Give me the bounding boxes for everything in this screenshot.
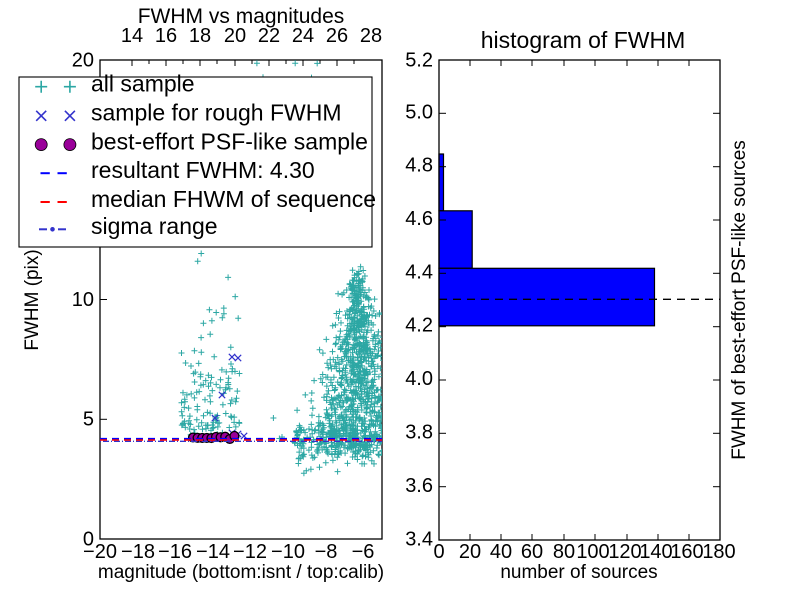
svg-text:20: 20	[72, 50, 94, 72]
svg-text:28: 28	[360, 25, 382, 47]
svg-text:3.6: 3.6	[405, 475, 433, 497]
svg-text:histogram of FWHM: histogram of FWHM	[481, 27, 685, 53]
svg-text:80: 80	[553, 541, 575, 563]
svg-text:resultant FWHM: 4.30: resultant FWHM: 4.30	[91, 157, 315, 183]
svg-text:median FHWM of sequence: median FHWM of sequence	[91, 186, 376, 212]
svg-text:3.4: 3.4	[405, 529, 433, 551]
svg-text:180: 180	[702, 541, 735, 563]
svg-text:−14: −14	[196, 541, 230, 563]
svg-text:3.8: 3.8	[405, 422, 433, 444]
svg-text:16: 16	[155, 25, 177, 47]
svg-text:all sample: all sample	[91, 71, 195, 97]
svg-text:5: 5	[83, 409, 94, 431]
svg-text:24: 24	[292, 25, 314, 47]
svg-text:22: 22	[258, 25, 280, 47]
svg-text:4.4: 4.4	[405, 261, 433, 283]
svg-text:FWHM of best-effort PSF-like s: FWHM of best-effort PSF-like sources	[729, 140, 750, 460]
svg-text:20: 20	[224, 25, 246, 47]
svg-text:60: 60	[521, 541, 543, 563]
svg-text:18: 18	[189, 25, 211, 47]
svg-text:−18: −18	[121, 541, 155, 563]
svg-text:−20: −20	[83, 541, 117, 563]
svg-text:4.6: 4.6	[405, 208, 433, 230]
svg-text:−6: −6	[352, 541, 375, 563]
svg-text:40: 40	[490, 541, 512, 563]
svg-text:4.2: 4.2	[405, 315, 433, 337]
svg-text:120: 120	[608, 541, 641, 563]
svg-text:20: 20	[459, 541, 481, 563]
svg-text:FWHM (pix): FWHM (pix)	[22, 249, 43, 350]
svg-text:100: 100	[576, 541, 609, 563]
svg-text:5.2: 5.2	[405, 50, 433, 72]
svg-text:−8: −8	[315, 541, 338, 563]
svg-text:10: 10	[72, 289, 94, 311]
svg-text:−16: −16	[158, 541, 192, 563]
svg-text:160: 160	[670, 541, 703, 563]
svg-text:sample for rough FWHM: sample for rough FWHM	[91, 100, 342, 126]
svg-text:140: 140	[639, 541, 672, 563]
svg-text:best-effort PSF-like sample: best-effort PSF-like sample	[91, 128, 368, 154]
svg-text:5.0: 5.0	[405, 101, 433, 123]
svg-text:0: 0	[433, 541, 444, 563]
svg-text:number of sources: number of sources	[500, 562, 657, 583]
svg-text:4.8: 4.8	[405, 155, 433, 177]
svg-text:14: 14	[121, 25, 143, 47]
svg-text:26: 26	[326, 25, 348, 47]
svg-text:4.0: 4.0	[405, 368, 433, 390]
svg-text:−12: −12	[233, 541, 267, 563]
svg-text:−10: −10	[271, 541, 305, 563]
svg-text:sigma range: sigma range	[91, 213, 218, 239]
svg-text:magnitude (bottom:isnt / top:c: magnitude (bottom:isnt / top:calib)	[98, 562, 384, 583]
